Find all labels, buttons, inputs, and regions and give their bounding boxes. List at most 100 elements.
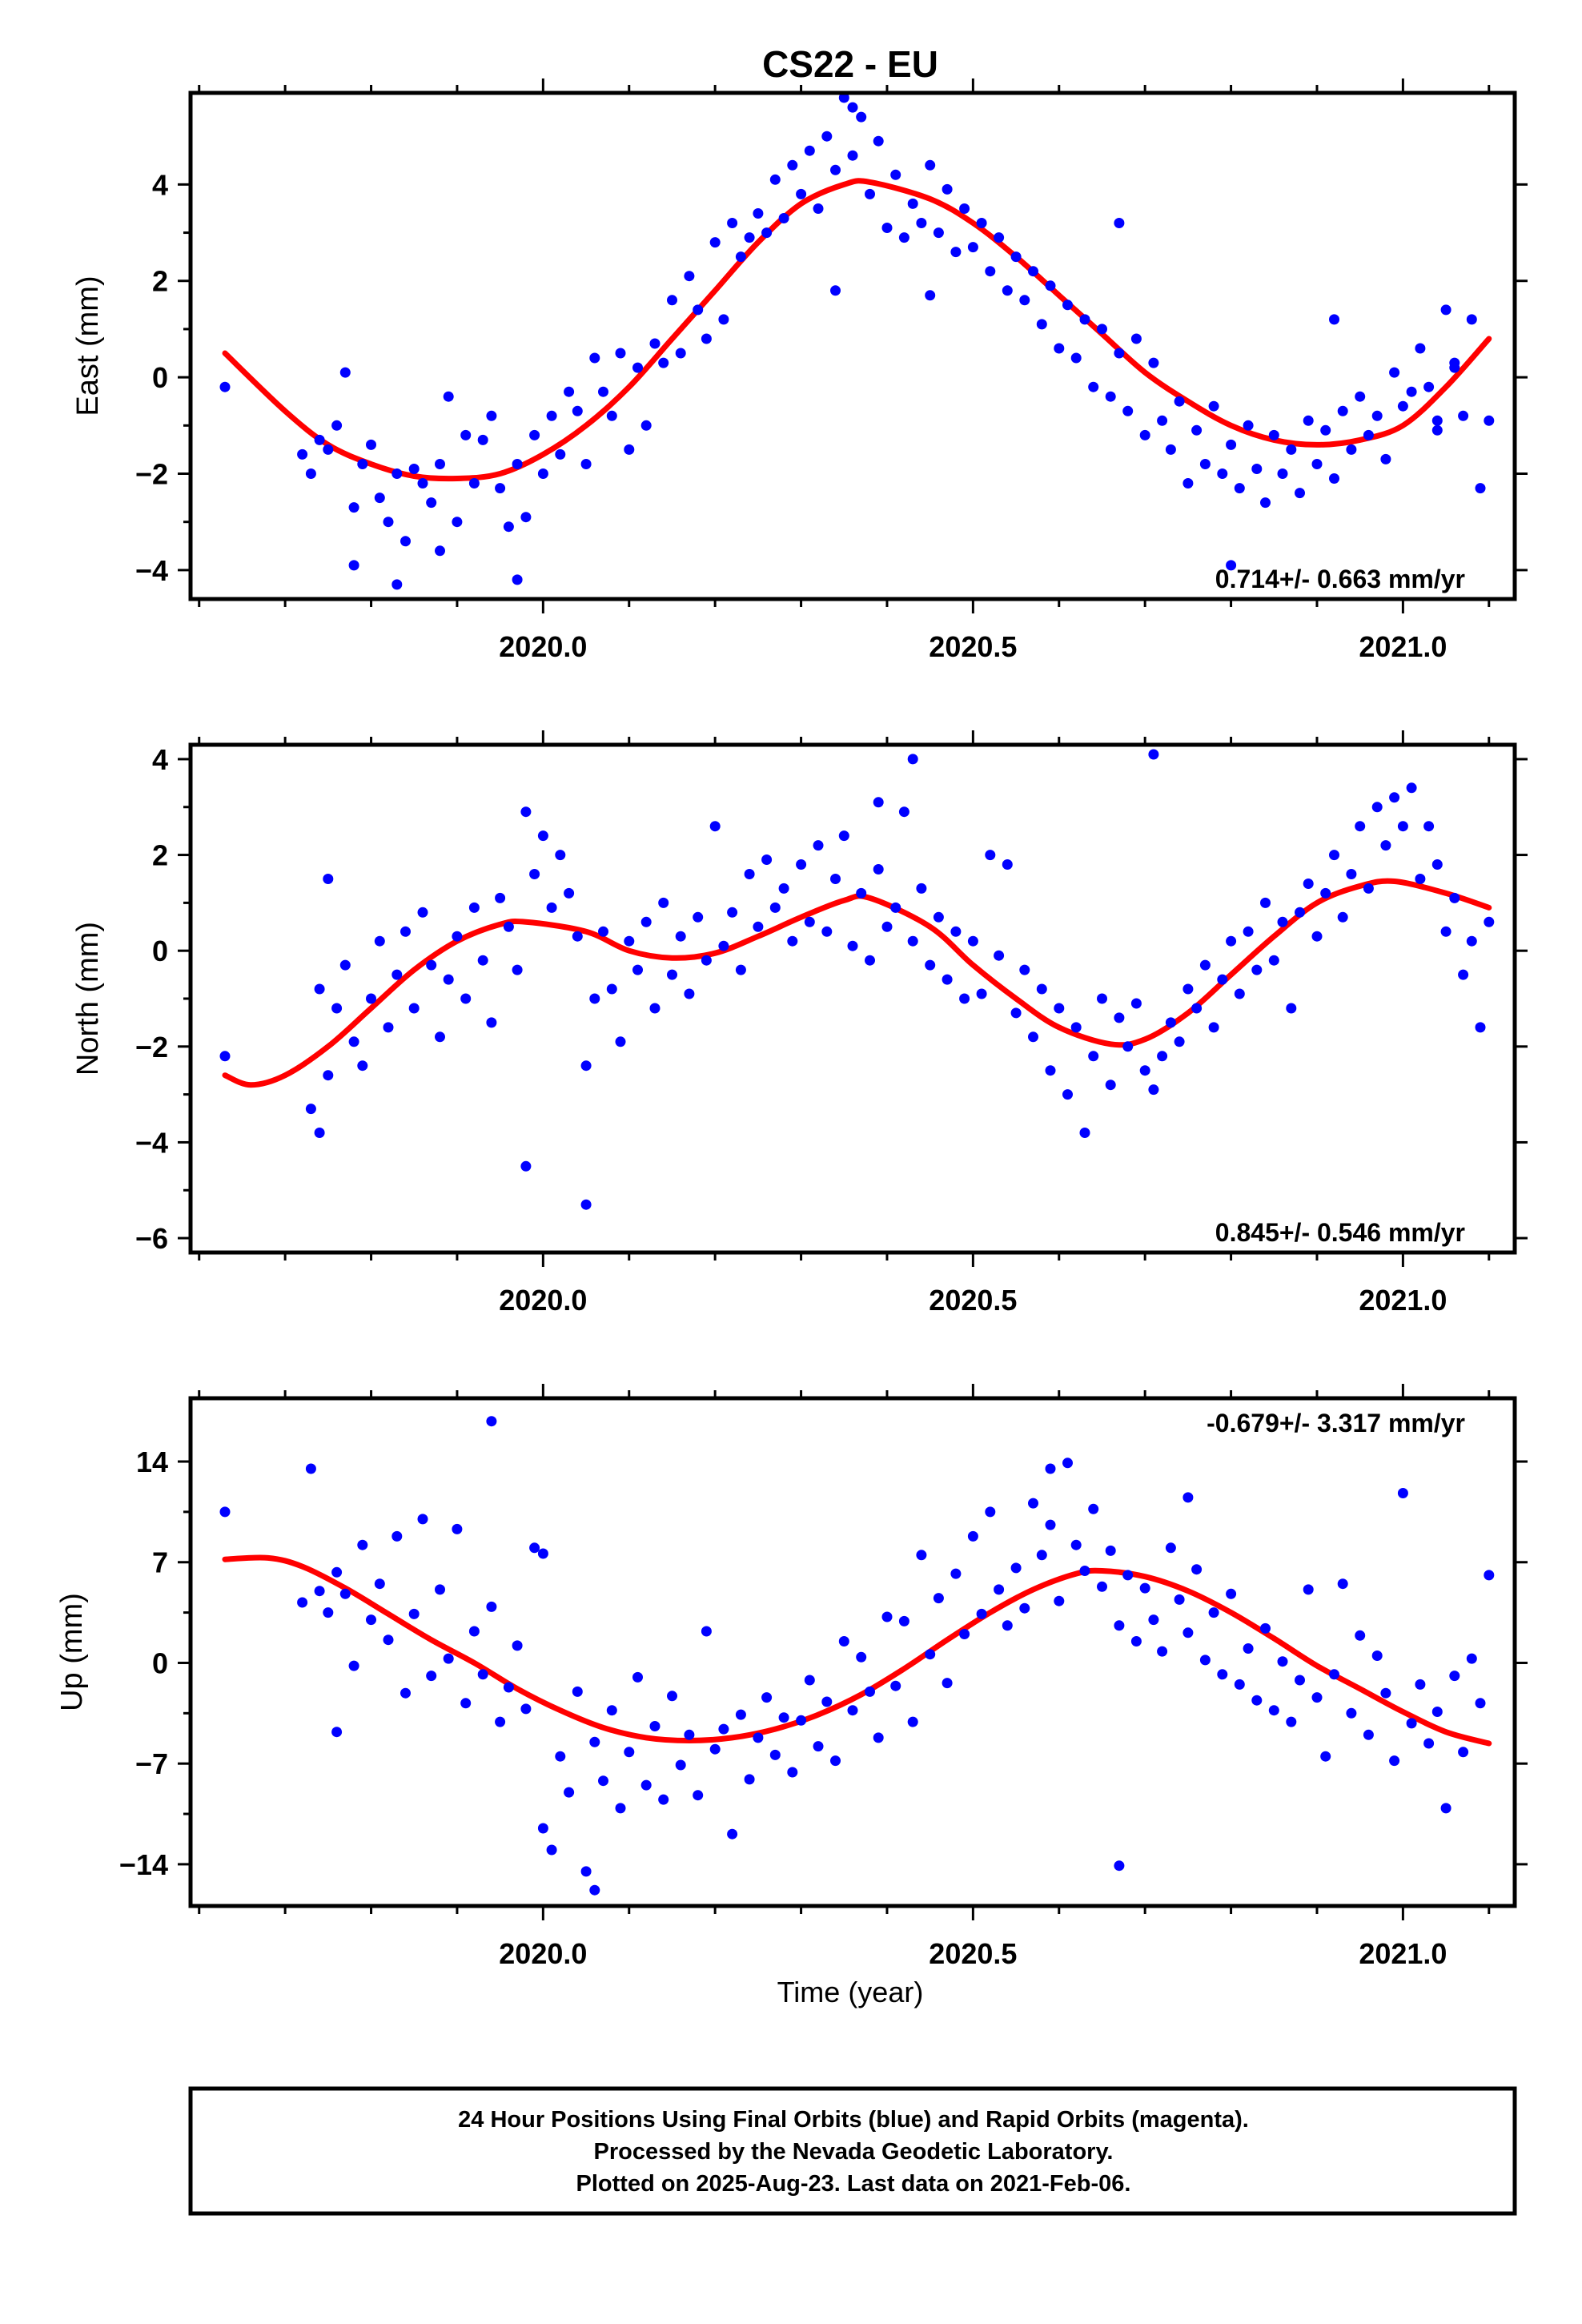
east-data-point xyxy=(391,579,403,590)
north-data-point xyxy=(323,874,334,884)
up-data-point xyxy=(391,1530,403,1542)
north-data-point xyxy=(391,969,403,980)
east-data-point xyxy=(323,444,334,455)
up-data-point xyxy=(1028,1498,1038,1509)
panel-east-ylabel: East (mm) xyxy=(71,275,105,416)
north-data-point xyxy=(1157,1051,1168,1062)
up-data-point xyxy=(769,1749,781,1760)
up-data-point xyxy=(916,1550,927,1561)
north-data-point xyxy=(821,926,833,937)
north-xtick-label: 2020.5 xyxy=(929,1284,1017,1317)
north-data-point xyxy=(693,911,704,923)
north-fit-curve xyxy=(222,878,1492,1088)
east-data-point xyxy=(1139,429,1150,440)
up-data-point xyxy=(985,1506,996,1518)
north-data-point xyxy=(796,859,807,870)
up-data-point xyxy=(830,1755,841,1767)
east-data-point xyxy=(1415,343,1426,354)
north-data-point xyxy=(1070,1022,1082,1033)
up-data-point xyxy=(555,1751,566,1762)
north-data-point xyxy=(994,950,1005,961)
x-axis-label: Time (year) xyxy=(777,1976,924,2008)
up-fit-curve xyxy=(222,1554,1492,1747)
east-data-point xyxy=(1114,348,1125,359)
up-data-point xyxy=(1036,1550,1047,1561)
up-data-point xyxy=(1475,1698,1486,1709)
north-data-point xyxy=(564,887,575,899)
north-data-point xyxy=(1002,859,1013,870)
east-data-point xyxy=(1199,459,1211,469)
up-data-point xyxy=(709,1743,721,1755)
up-data-point xyxy=(1320,1751,1331,1762)
east-data-point xyxy=(348,560,359,571)
up-data-point xyxy=(1484,1570,1495,1581)
east-data-point xyxy=(727,218,738,228)
north-data-point xyxy=(787,935,798,947)
up-data-point xyxy=(468,1626,480,1637)
north-data-point xyxy=(435,1031,445,1043)
panel-north-frame xyxy=(188,742,1517,1255)
north-data-point xyxy=(323,1070,334,1081)
east-data-point xyxy=(787,159,798,171)
north-ytick-label: −2 xyxy=(135,1031,168,1063)
north-data-point xyxy=(1484,916,1495,927)
east-data-point xyxy=(693,304,704,316)
up-data-point xyxy=(520,1703,532,1715)
north-data-point xyxy=(1174,1036,1185,1047)
up-data-point xyxy=(598,1775,608,1787)
up-data-point xyxy=(564,1787,575,1798)
north-data-point xyxy=(537,830,548,842)
north-data-point xyxy=(383,1022,394,1033)
north-data-point xyxy=(1122,1041,1134,1052)
up-data-point xyxy=(787,1767,798,1778)
up-data-point xyxy=(649,1721,661,1731)
north-data-point xyxy=(1440,926,1452,937)
up-data-point xyxy=(477,1669,488,1680)
east-data-point xyxy=(1226,560,1237,571)
east-data-point xyxy=(1002,285,1013,296)
east-data-point xyxy=(649,338,661,349)
up-data-point xyxy=(1045,1519,1056,1530)
north-data-point xyxy=(452,931,463,942)
east-data-point xyxy=(1217,468,1228,479)
north-data-point xyxy=(865,955,875,966)
up-data-point xyxy=(417,1514,428,1525)
east-data-point xyxy=(718,314,729,325)
east-data-point xyxy=(460,429,472,440)
up-data-point xyxy=(589,1736,600,1747)
up-data-point xyxy=(1243,1643,1254,1654)
up-data-point xyxy=(1260,1622,1271,1634)
up-data-point xyxy=(1458,1747,1469,1758)
north-data-point xyxy=(1389,792,1400,803)
east-data-point xyxy=(761,227,773,239)
north-data-point xyxy=(881,921,893,932)
east-data-point xyxy=(856,111,867,123)
up-data-point xyxy=(994,1584,1005,1595)
east-data-point xyxy=(305,468,316,479)
east-data-point xyxy=(1371,410,1383,421)
up-ytick-label: −14 xyxy=(119,1848,168,1881)
east-data-point xyxy=(796,188,807,199)
up-data-point xyxy=(701,1626,712,1637)
north-data-point xyxy=(305,1104,316,1115)
up-ytick-label: −7 xyxy=(135,1747,168,1780)
panel-up-ylabel: Up (mm) xyxy=(55,1593,89,1711)
up-data-point xyxy=(1431,1707,1443,1717)
up-data-point xyxy=(1251,1695,1263,1706)
east-data-point xyxy=(383,517,394,528)
north-data-point xyxy=(907,935,918,947)
up-data-point xyxy=(503,1682,514,1693)
north-data-point xyxy=(675,931,686,942)
up-data-point xyxy=(1182,1492,1194,1503)
up-data-point xyxy=(684,1729,695,1740)
up-data-point xyxy=(529,1542,540,1554)
north-data-point xyxy=(1114,1012,1125,1023)
north-data-point xyxy=(1148,749,1159,760)
east-data-point xyxy=(435,459,445,469)
north-data-point xyxy=(219,1051,231,1062)
up-data-point xyxy=(1371,1651,1383,1661)
north-data-point xyxy=(580,1199,592,1210)
up-data-point xyxy=(1130,1636,1142,1647)
north-data-point xyxy=(959,993,970,1004)
east-data-point xyxy=(976,218,987,228)
